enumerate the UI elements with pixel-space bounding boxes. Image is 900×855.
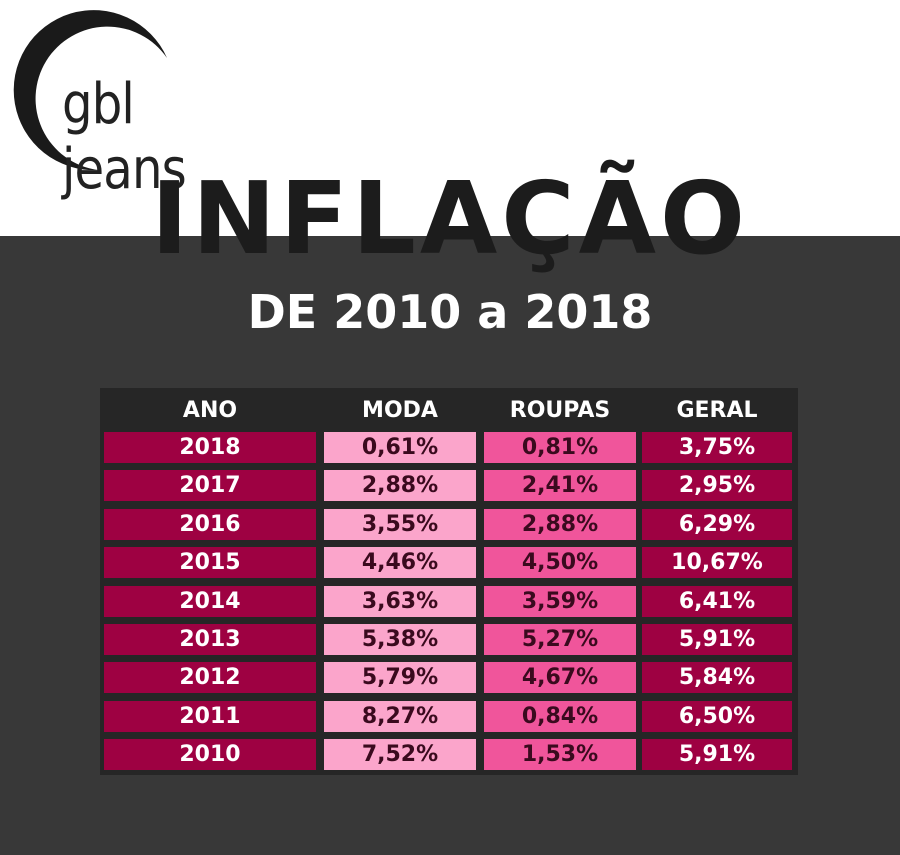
cell-moda: 0,61% [324,432,476,463]
cell-moda: 3,55% [324,509,476,540]
cell-roupas: 5,27% [484,624,636,655]
subtitle: DE 2010 a 2018 [247,285,653,339]
cell-geral: 6,41% [642,586,792,617]
cell-roupas: 2,88% [484,509,636,540]
cell-geral: 6,50% [642,701,792,732]
cell-ano: 2018 [104,432,316,463]
cell-geral: 5,91% [642,624,792,655]
cell-roupas: 0,81% [484,432,636,463]
headline: INFLAÇÃO [150,160,750,277]
column-header-moda: MODA [362,398,438,423]
cell-roupas: 1,53% [484,739,636,770]
brand-logo: gbl jeans [0,0,300,202]
cell-ano: 2010 [104,739,316,770]
cell-moda: 5,79% [324,662,476,693]
cell-ano: 2011 [104,701,316,732]
cell-ano: 2014 [104,586,316,617]
column-header-ano: ANO [182,398,238,423]
crescent-logo-icon [13,10,167,171]
cell-geral: 6,29% [642,509,792,540]
cell-moda: 8,27% [324,701,476,732]
cell-ano: 2015 [104,547,316,578]
cell-geral: 5,91% [642,739,792,770]
logo-wordmark: gbl jeans [62,72,187,202]
cell-ano: 2013 [104,624,316,655]
cell-geral: 2,95% [642,470,792,501]
cell-moda: 3,63% [324,586,476,617]
cell-geral: 5,84% [642,662,792,693]
cell-roupas: 2,41% [484,470,636,501]
cell-roupas: 3,59% [484,586,636,617]
cell-moda: 7,52% [324,739,476,770]
column-header-geral: GERAL [676,398,758,423]
cell-geral: 10,67% [642,547,792,578]
cell-ano: 2017 [104,470,316,501]
cell-moda: 5,38% [324,624,476,655]
cell-roupas: 4,50% [484,547,636,578]
cell-roupas: 0,84% [484,701,636,732]
cell-roupas: 4,67% [484,662,636,693]
cell-moda: 2,88% [324,470,476,501]
cell-moda: 4,46% [324,547,476,578]
cell-ano: 2012 [104,662,316,693]
cell-geral: 3,75% [642,432,792,463]
cell-ano: 2016 [104,509,316,540]
column-header-roupas: ROUPAS [509,398,611,423]
